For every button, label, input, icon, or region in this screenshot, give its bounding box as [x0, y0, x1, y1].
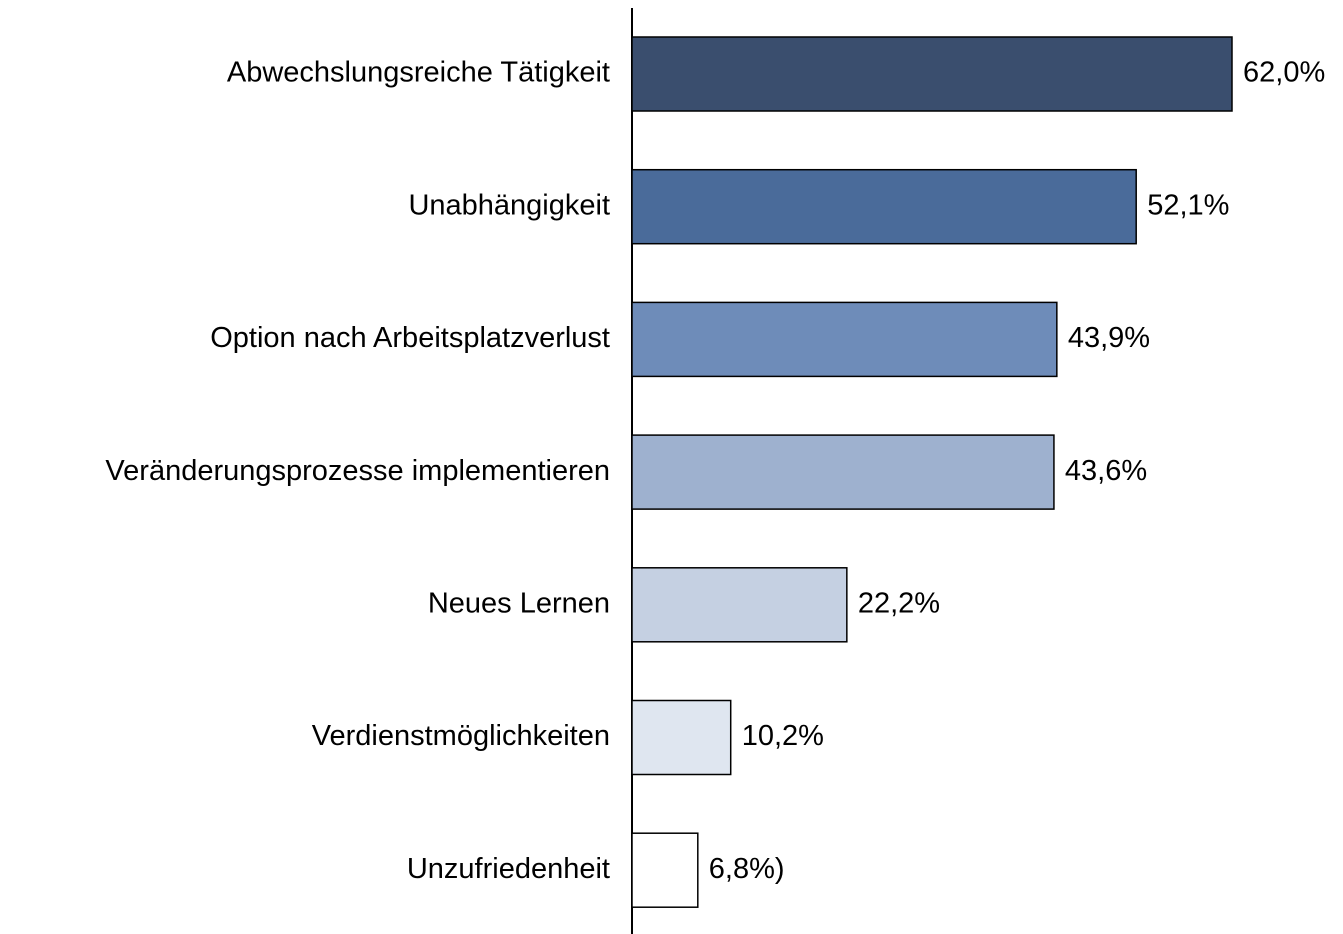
- value-label: 6,8%): [709, 853, 785, 885]
- bar: [631, 567, 848, 643]
- bar: [631, 699, 732, 776]
- value-label: 22,2%: [858, 587, 940, 619]
- category-label: Abwechslungsreiche Tätigkeit: [227, 57, 610, 89]
- bar: [631, 434, 1055, 510]
- bar: [631, 168, 1137, 245]
- category-label: Veränderungsprozesse implementieren: [105, 455, 610, 487]
- bar: [631, 832, 699, 908]
- category-label: Unabhängigkeit: [408, 189, 610, 221]
- category-label: Neues Lernen: [428, 587, 610, 619]
- bar: [631, 301, 1058, 378]
- bar: [631, 36, 1233, 112]
- value-label: 62,0%: [1243, 57, 1325, 89]
- value-label: 43,9%: [1068, 322, 1150, 354]
- category-label: Verdienstmöglichkeiten: [312, 720, 610, 752]
- value-label: 43,6%: [1065, 455, 1147, 487]
- value-label: 10,2%: [742, 720, 824, 752]
- category-label: Unzufriedenheit: [407, 853, 610, 885]
- category-label: Option nach Arbeitsplatzverlust: [210, 322, 610, 354]
- value-label: 52,1%: [1147, 189, 1229, 221]
